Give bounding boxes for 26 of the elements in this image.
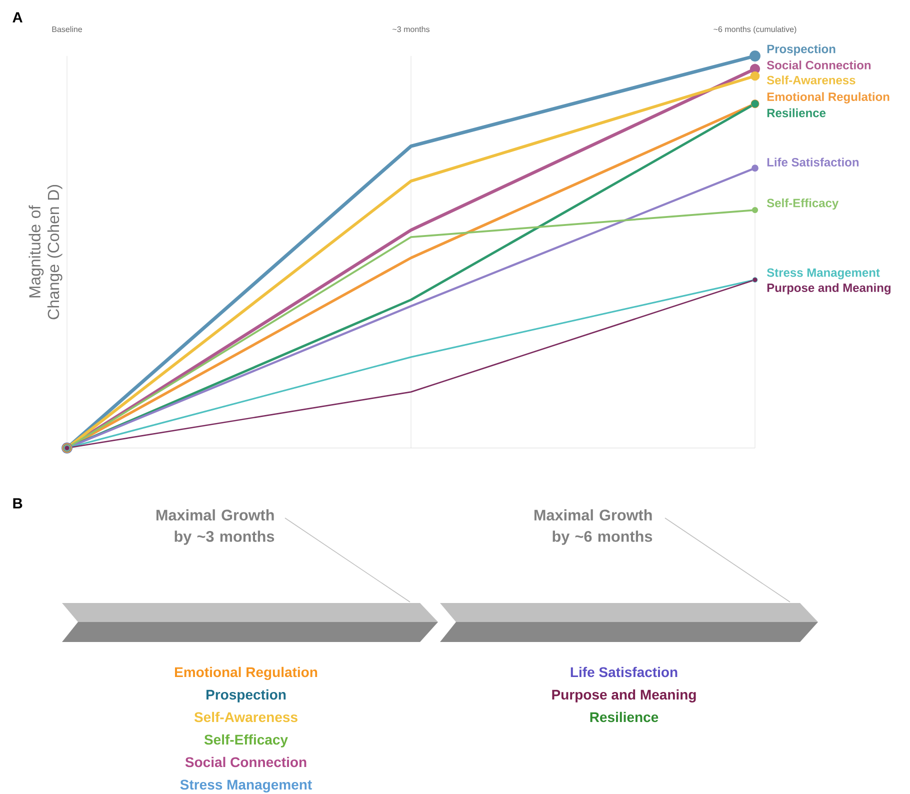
series-label: Self-Efficacy <box>766 198 839 210</box>
series-label: Self-Awareness <box>766 76 856 84</box>
text: Resilience <box>590 712 658 722</box>
category-label: Maximal Growth by ~3 months <box>156 509 274 545</box>
x-tick-label: ~3 months <box>392 26 430 32</box>
text: Purpose and Meaning <box>552 689 696 702</box>
series-label: Stress Management <box>766 268 880 280</box>
series-label: Purpose and Meaning <box>767 283 890 294</box>
text: Self-Awareness <box>194 712 298 722</box>
text: Social Connection <box>185 756 306 768</box>
text: Emotional Regulation <box>175 666 318 680</box>
text: Self-Efficacy <box>204 734 288 748</box>
text: Stress Management <box>180 780 312 792</box>
series-label: Life Satisfaction <box>767 158 859 167</box>
text: Prospection <box>206 689 286 702</box>
x-tick-label: ~6 months (cumulative) <box>714 26 796 34</box>
text: Life Satisfaction <box>570 666 678 678</box>
series-label: Prospection <box>767 44 836 56</box>
series-label: Resilience <box>767 108 826 118</box>
chart-title: A <box>12 12 22 22</box>
category-label: Maximal Growth by ~6 months <box>534 509 652 545</box>
x-tick-label: Baseline <box>52 26 82 32</box>
y-axis-title: Magnitude of Change (Cohen D) <box>28 185 62 320</box>
text: B <box>13 498 22 508</box>
series-label: Social Connection <box>766 60 871 70</box>
series-label: Emotional Regulation <box>767 92 890 104</box>
